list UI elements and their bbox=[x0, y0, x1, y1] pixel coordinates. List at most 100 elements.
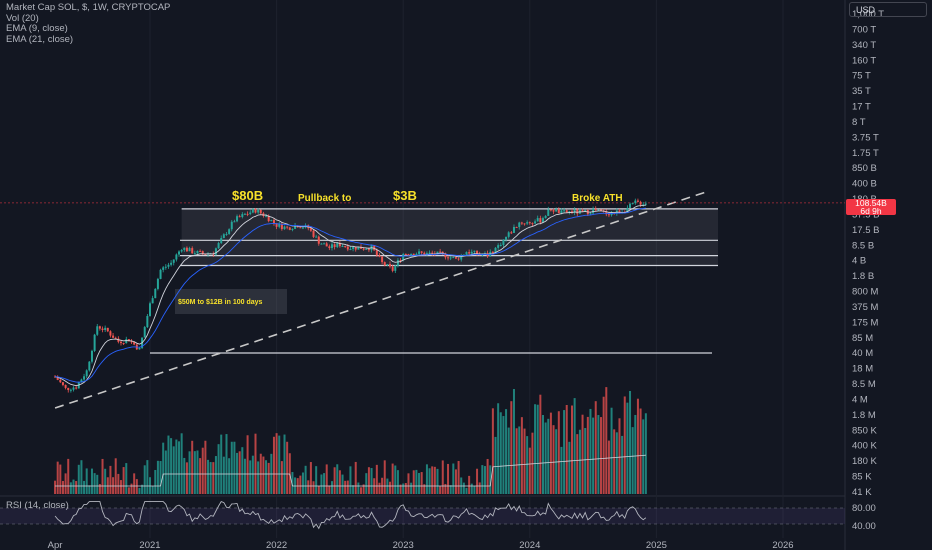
candle-body bbox=[278, 223, 281, 227]
candle-body bbox=[225, 233, 228, 235]
candle-body bbox=[626, 207, 629, 213]
volume-bar bbox=[199, 458, 202, 494]
volume-bar bbox=[77, 464, 80, 494]
volume-bar bbox=[317, 485, 320, 494]
volume-bar bbox=[135, 479, 138, 494]
candle-body bbox=[138, 347, 141, 350]
price-axis-label: 8 T bbox=[852, 117, 866, 128]
candle-body bbox=[90, 350, 93, 362]
volume-bar bbox=[54, 480, 57, 494]
candle-body bbox=[243, 213, 246, 215]
rsi-line bbox=[54, 501, 647, 530]
price-axis-label: 17.5 B bbox=[852, 225, 879, 236]
legend-ema21: EMA (21, close) bbox=[6, 33, 74, 45]
candle-body bbox=[230, 221, 233, 230]
volume-bar bbox=[191, 440, 194, 494]
volume-bar bbox=[584, 428, 587, 494]
candle-body bbox=[130, 341, 133, 343]
candle-body bbox=[193, 253, 196, 255]
volume-bar bbox=[304, 465, 307, 494]
volume-bar bbox=[623, 396, 626, 494]
candle-body bbox=[629, 203, 632, 208]
candle-body bbox=[175, 254, 178, 260]
volume-bar bbox=[172, 446, 175, 494]
volume-bar bbox=[552, 425, 555, 494]
volume-bar bbox=[272, 436, 275, 494]
candle-body bbox=[98, 326, 101, 329]
candle-body bbox=[454, 257, 457, 259]
annotation-box bbox=[175, 289, 287, 314]
volume-bar bbox=[534, 404, 537, 494]
volume-bar bbox=[607, 440, 610, 494]
volume-bar bbox=[436, 468, 439, 494]
candle-body bbox=[460, 255, 463, 260]
candle-body bbox=[428, 252, 431, 254]
volume-bar bbox=[539, 394, 542, 494]
chart-annotation: Pullback to bbox=[298, 193, 351, 204]
candle-body bbox=[199, 250, 202, 252]
candle-body bbox=[114, 337, 117, 339]
candle-body bbox=[381, 256, 384, 263]
candle-body bbox=[83, 376, 86, 380]
volume-bar bbox=[246, 435, 249, 494]
rsi-band bbox=[0, 508, 845, 524]
chart-annotation: $3B bbox=[393, 188, 417, 203]
volume-bar bbox=[130, 483, 133, 494]
volume-bar bbox=[291, 472, 294, 494]
volume-bar bbox=[299, 475, 302, 494]
candle-body bbox=[109, 331, 112, 336]
legend-title: Market Cap SOL, $, 1W, CRYPTOCAP bbox=[6, 2, 171, 13]
volume-bar bbox=[56, 461, 59, 494]
volume-bar bbox=[349, 466, 352, 494]
volume-bar bbox=[180, 433, 183, 494]
volume-bar bbox=[204, 440, 207, 494]
candle-body bbox=[639, 201, 642, 205]
candle-body bbox=[333, 244, 336, 248]
volume-bar bbox=[170, 438, 173, 494]
volume-bar bbox=[61, 480, 64, 494]
volume-bar bbox=[636, 398, 639, 494]
volume-bar bbox=[515, 428, 518, 494]
volume-bar bbox=[188, 451, 191, 494]
volume-bar bbox=[578, 429, 581, 494]
volume-bar bbox=[410, 482, 413, 494]
volume-bar bbox=[489, 465, 492, 494]
candle-body bbox=[418, 251, 421, 254]
candle-body bbox=[238, 216, 241, 218]
candle-body bbox=[447, 257, 450, 259]
volume-bar bbox=[315, 466, 318, 494]
volume-bar bbox=[64, 473, 67, 494]
candle-body bbox=[170, 262, 173, 265]
volume-bar bbox=[592, 417, 595, 494]
candle-body bbox=[396, 260, 399, 266]
candle-body bbox=[549, 209, 552, 211]
price-axis-label: 8.5 M bbox=[852, 379, 876, 390]
volume-bar bbox=[610, 407, 613, 494]
candle-body bbox=[354, 246, 357, 250]
candle-body bbox=[597, 209, 600, 211]
volume-bar bbox=[101, 458, 104, 494]
rsi-axis-label: 80.00 bbox=[852, 503, 876, 514]
volume-bar bbox=[241, 447, 244, 494]
candle-body bbox=[494, 247, 497, 254]
volume-bar bbox=[560, 446, 563, 494]
candle-body bbox=[125, 339, 128, 344]
candle-body bbox=[476, 250, 479, 255]
candle-body bbox=[299, 227, 302, 229]
candle-body bbox=[117, 338, 120, 342]
candle-body bbox=[362, 248, 365, 250]
currency-selector[interactable]: USD bbox=[849, 2, 927, 17]
volume-bar bbox=[507, 427, 510, 494]
volume-bar bbox=[518, 426, 521, 494]
price-axis-label: 400 K bbox=[852, 441, 877, 452]
candle-body bbox=[294, 225, 297, 229]
candle-body bbox=[180, 250, 183, 252]
volume-bar bbox=[96, 474, 99, 494]
volume-bar bbox=[207, 459, 210, 494]
volume-bar bbox=[457, 460, 460, 494]
candle-body bbox=[423, 252, 426, 256]
volume-bar bbox=[138, 487, 141, 494]
candle-body bbox=[317, 236, 320, 244]
time-axis-label: Apr bbox=[48, 540, 63, 550]
